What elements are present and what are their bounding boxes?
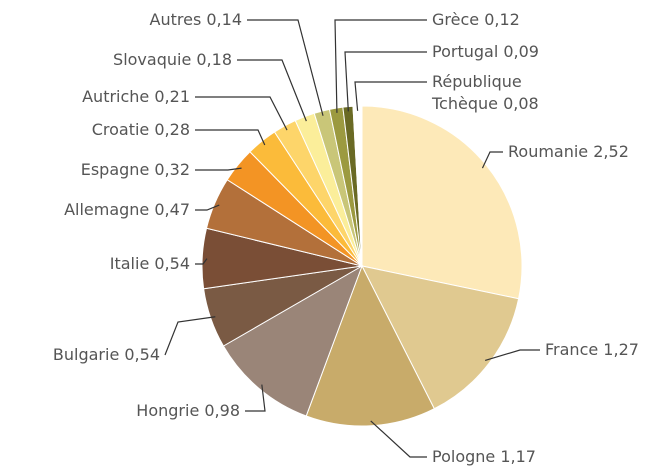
value-label: 0,54 xyxy=(154,254,190,273)
category-name: Pologne xyxy=(432,447,496,466)
category-name: Italie xyxy=(109,254,150,273)
slice-label: Portugal 0,09 xyxy=(432,41,539,63)
category-name: Espagne xyxy=(80,160,150,179)
category-name: Portugal xyxy=(432,42,499,61)
value-label: 2,52 xyxy=(593,142,629,161)
leader-line xyxy=(195,258,208,265)
leader-line xyxy=(247,19,324,116)
value-label: 0,08 xyxy=(503,94,539,113)
leader-line xyxy=(344,51,427,112)
pie-slice xyxy=(361,105,523,300)
category-name: France xyxy=(545,340,599,359)
slice-label: Pologne 1,17 xyxy=(432,446,536,468)
pie-slice xyxy=(305,264,435,427)
category-name: République Tchèque xyxy=(432,72,522,113)
slice-label: France 1,27 xyxy=(545,339,639,361)
category-name: Hongrie xyxy=(136,401,200,420)
value-label: 0,21 xyxy=(154,87,190,106)
value-label: 0,09 xyxy=(503,42,539,61)
category-name: Croatie xyxy=(91,120,150,139)
value-label: 1,27 xyxy=(603,340,639,359)
leader-line xyxy=(481,151,503,169)
category-name: Roumanie xyxy=(508,142,589,161)
value-label: 0,54 xyxy=(124,345,160,364)
value-label: 0,28 xyxy=(154,120,190,139)
slice-label: Espagne 0,32 xyxy=(81,159,190,181)
slice-label: Croatie 0,28 xyxy=(92,119,190,141)
value-label: 0,18 xyxy=(196,50,232,69)
value-label: 1,17 xyxy=(500,447,536,466)
slice-label: Roumanie 2,52 xyxy=(508,141,629,163)
leader-line xyxy=(245,384,266,412)
value-label: 0,98 xyxy=(204,401,240,420)
leader-line xyxy=(370,420,427,458)
slice-label: Slovaquie 0,18 xyxy=(113,49,232,71)
pie-slice xyxy=(361,265,520,410)
category-name: Autres xyxy=(149,10,202,29)
slice-label: Hongrie 0,98 xyxy=(136,400,240,422)
category-name: Bulgarie xyxy=(52,345,120,364)
slice-label: République Tchèque 0,08 xyxy=(432,71,557,115)
value-label: 0,12 xyxy=(484,10,520,29)
leader-line xyxy=(484,349,540,362)
leader-line xyxy=(237,59,307,122)
leader-line xyxy=(354,81,427,111)
leader-line xyxy=(195,96,288,131)
leader-line xyxy=(334,19,427,113)
category-name: Slovaquie xyxy=(113,50,192,69)
category-name: Autriche xyxy=(82,87,150,106)
leader-line xyxy=(195,129,266,146)
slice-label: Allemagne 0,47 xyxy=(64,199,190,221)
category-name: Allemagne xyxy=(64,200,150,219)
category-name: Grèce xyxy=(432,10,480,29)
value-label: 0,32 xyxy=(154,160,190,179)
slice-label: Italie 0,54 xyxy=(110,253,190,275)
value-label: 0,14 xyxy=(206,10,242,29)
slice-label: Autres 0,14 xyxy=(150,9,242,31)
slice-label: Autriche 0,21 xyxy=(82,86,190,108)
leader-line xyxy=(164,316,216,356)
slice-label: Grèce 0,12 xyxy=(432,9,520,31)
pie-slice xyxy=(222,264,363,417)
slice-label: Bulgarie 0,54 xyxy=(53,344,160,366)
value-label: 0,47 xyxy=(154,200,190,219)
leader-line xyxy=(195,204,220,211)
leader-line xyxy=(195,167,242,171)
